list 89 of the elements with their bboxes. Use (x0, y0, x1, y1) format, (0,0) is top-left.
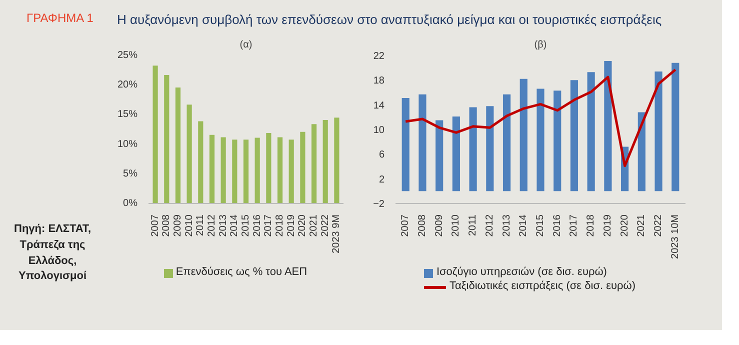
bar (587, 72, 595, 192)
x-tick-label: 2018 (586, 214, 597, 237)
x-tick-label: 2013 (501, 214, 512, 237)
bar (570, 80, 578, 192)
bar (334, 118, 340, 204)
bar (164, 75, 170, 204)
bar (311, 124, 317, 204)
x-tick-label: 2018 (274, 214, 286, 237)
x-tick-label: 2020 (619, 214, 630, 237)
x-tick-label: 2011 (468, 214, 479, 236)
bar (186, 104, 192, 204)
bar (198, 121, 204, 204)
line-series (404, 68, 677, 168)
bar (418, 94, 426, 192)
y-tick-label: 10% (117, 138, 138, 150)
x-tick-label: 2007 (400, 214, 412, 237)
bar (288, 140, 294, 204)
x-tick-label: 2017 (568, 214, 580, 237)
x-tick-label: 2022 (653, 214, 664, 237)
y-tick-label: 10 (373, 125, 385, 136)
x-tick-label: 2015 (535, 214, 546, 237)
bar (266, 133, 272, 204)
x-tick-label: 2013 (218, 214, 229, 237)
bar (554, 90, 562, 192)
bar (536, 88, 544, 192)
bar (232, 140, 238, 204)
x-tick-label: 2007 (150, 214, 161, 237)
text: Η αυξανόμενη συμβολή των επενδύσεων στο αναπτυξιακό μείγμα και οι τουριστικές εισπράξεις (117, 11, 662, 29)
legend-label: Ταξιδιωτικές εισπράξεις (σε δισ. ευρώ) (449, 279, 636, 294)
text: Πηγή: ΕΛΣΤΑΤ, Τράπεζα της Ελλάδος, Υπολογισμοί (13, 222, 92, 284)
bar (654, 72, 662, 192)
bar (220, 137, 226, 204)
x-tick-label: 2010 (184, 214, 195, 237)
x-tick-label: 2016 (552, 214, 563, 237)
x-tick-label: 2021 (308, 214, 320, 237)
x-tick-label: 2011 (195, 214, 206, 236)
bar (638, 112, 646, 192)
x-tick-label: 2023 9M (331, 214, 342, 254)
x-tick-label: 2022 (320, 214, 331, 237)
y-tick-label: 22 (373, 51, 385, 62)
bar (254, 138, 260, 204)
x-tick-label: 2021 (636, 214, 648, 237)
bar (277, 137, 283, 204)
bar (520, 78, 528, 192)
x-tick-label: 2009 (172, 214, 184, 237)
bar (502, 94, 511, 192)
legend-label: Ισοζύγιο υπηρεσιών (σε δισ. ευρώ) (436, 265, 607, 280)
y-tick-label: 15% (117, 109, 138, 120)
legend-label: Επενδύσεις ως % του ΑΕΠ (176, 265, 308, 280)
bar (436, 120, 444, 192)
x-tick-label: 2015 (240, 214, 252, 237)
bar (175, 87, 181, 204)
x-tick-label: 2012 (206, 214, 218, 237)
y-tick-label: 6 (378, 150, 385, 161)
text: ΓΡΑΦΗΜΑ 1 (26, 10, 94, 27)
bar (243, 140, 249, 204)
x-tick-label: 2009 (434, 214, 445, 237)
y-tick-label: 2 (378, 174, 385, 186)
y-tick-label: 18 (373, 76, 385, 87)
y-tick-label: 0% (123, 198, 138, 209)
x-tick-label: 2014 (518, 214, 530, 237)
bar (402, 98, 410, 192)
chart-title: (β) (534, 40, 547, 50)
x-tick-label: 2019 (286, 214, 297, 237)
bar (452, 116, 460, 192)
bar (672, 62, 680, 192)
x-tick-label: 2010 (450, 214, 462, 237)
x-tick-label: 2019 (602, 214, 614, 237)
bar (152, 66, 158, 204)
x-tick-label: 2023 10M (670, 214, 681, 259)
bar (300, 132, 306, 204)
bar (209, 134, 215, 204)
bar (322, 120, 328, 204)
bar (486, 106, 494, 192)
bar (469, 107, 477, 192)
y-tick-label: 25% (117, 50, 138, 61)
x-tick-label: 2017 (263, 214, 274, 237)
y-tick-label: 14 (373, 100, 385, 112)
bar (604, 61, 612, 192)
x-tick-label: 2014 (229, 214, 240, 237)
y-tick-label: −2 (373, 199, 385, 210)
chart-title: (α) (240, 40, 252, 50)
y-tick-label: 20% (117, 80, 138, 91)
x-tick-label: 2008 (161, 214, 172, 237)
x-tick-label: 2008 (416, 214, 428, 237)
x-tick-label: 2020 (297, 214, 308, 237)
y-tick-label: 5% (123, 168, 138, 180)
x-tick-label: 2012 (484, 214, 496, 237)
x-tick-label: 2016 (252, 214, 263, 237)
